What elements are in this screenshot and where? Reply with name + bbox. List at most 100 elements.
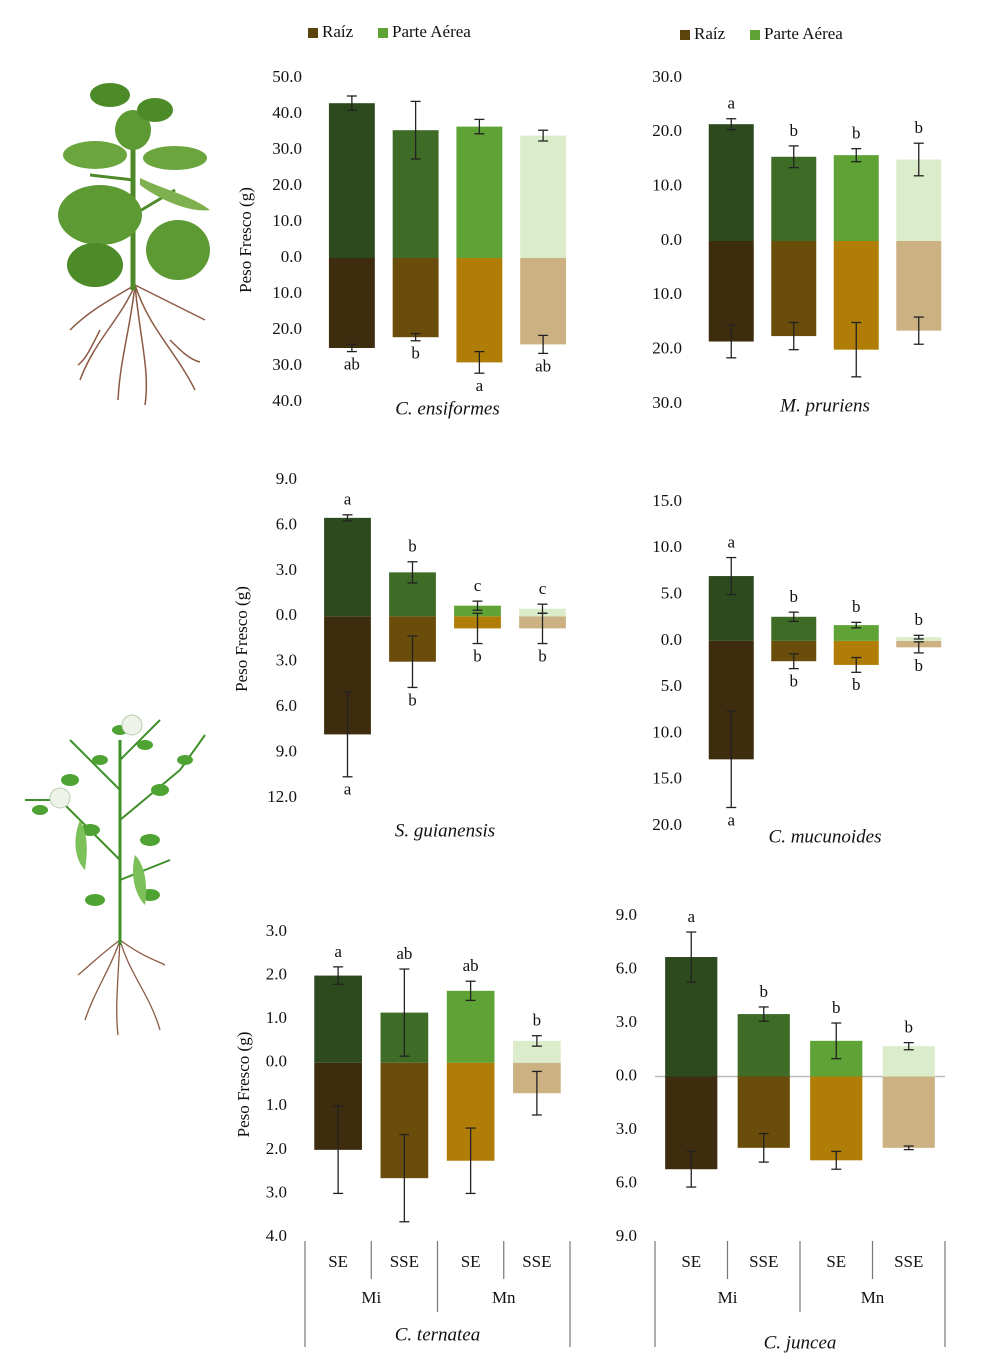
y-tick-label: 9.0 <box>276 741 297 760</box>
significance-letter: ab <box>463 956 479 975</box>
bar <box>520 135 567 258</box>
y-tick-label: 3.0 <box>616 1119 637 1138</box>
x-tick-label: SE <box>461 1252 481 1271</box>
error-bar <box>726 710 737 809</box>
y-tick-label: 30.0 <box>652 67 682 86</box>
y-tick-label: 4.0 <box>266 1226 287 1245</box>
error-bar <box>851 147 862 163</box>
significance-letter: b <box>760 982 769 1001</box>
bar <box>771 640 817 662</box>
y-tick-label: 9.0 <box>616 905 637 924</box>
error-bar <box>788 145 799 169</box>
error-bar <box>538 129 549 142</box>
error-bar <box>333 966 344 985</box>
y-tick-label: 10.0 <box>272 211 302 230</box>
bar <box>882 1046 935 1077</box>
legend-swatch <box>680 30 690 40</box>
error-bar <box>686 1150 697 1188</box>
group-label: Mi <box>718 1288 738 1307</box>
panel-title: M. pruriens <box>779 395 870 416</box>
error-bar <box>913 142 924 177</box>
significance-letter: b <box>790 587 799 606</box>
y-axis-label: Peso Fresco (g) <box>234 1032 253 1138</box>
significance-letter: b <box>915 656 924 675</box>
error-bar <box>851 656 862 673</box>
x-tick-label: SSE <box>390 1252 419 1271</box>
x-tick-label: SE <box>328 1252 348 1271</box>
y-tick-label: 6.0 <box>616 958 637 977</box>
error-bar <box>399 1133 410 1223</box>
bar <box>456 126 503 258</box>
error-bar <box>913 634 924 640</box>
plant-illustration-top <box>58 83 210 406</box>
bar <box>314 975 362 1063</box>
error-bar <box>758 1132 769 1163</box>
bar <box>771 241 817 337</box>
significance-letter: b <box>473 646 482 665</box>
error-bar <box>758 1006 769 1022</box>
error-bar <box>788 611 799 623</box>
significance-letter: a <box>476 376 484 395</box>
bar <box>456 258 503 363</box>
error-bar <box>465 1127 476 1195</box>
panel-title: C. juncea <box>764 1332 837 1353</box>
significance-letter: a <box>334 942 342 961</box>
panel-title: S. guianensis <box>395 820 495 841</box>
error-bar <box>851 321 862 378</box>
legend-label: Parte Aérea <box>392 22 471 41</box>
y-tick-label: 6.0 <box>276 514 297 533</box>
bar <box>392 258 439 338</box>
significance-letter: a <box>687 907 695 926</box>
x-tick-label: SE <box>681 1252 701 1271</box>
significance-letter: a <box>727 810 735 829</box>
significance-letter: b <box>408 690 417 709</box>
y-tick-label: 2.0 <box>266 964 287 983</box>
significance-letter: c <box>474 576 482 595</box>
bar <box>708 124 754 241</box>
y-tick-label: 15.0 <box>652 491 682 510</box>
error-bar <box>474 350 485 374</box>
error-bar <box>831 1022 842 1060</box>
legend-label: Raíz <box>694 24 726 43</box>
error-bar <box>686 931 697 983</box>
y-tick-label: 3.0 <box>266 1182 287 1201</box>
bar <box>771 156 817 241</box>
significance-letter: b <box>790 672 799 691</box>
error-bar <box>531 1035 542 1047</box>
significance-letter: b <box>538 646 547 665</box>
error-bar <box>831 1150 842 1170</box>
bar <box>833 155 879 241</box>
significance-letter: c <box>539 579 547 598</box>
error-bar <box>472 600 483 611</box>
significance-letter: a <box>727 94 735 113</box>
error-bar <box>399 968 410 1057</box>
bar <box>454 605 501 617</box>
y-tick-label: 40.0 <box>272 103 302 122</box>
significance-letter: b <box>790 121 799 140</box>
x-tick-label: SSE <box>522 1252 551 1271</box>
group-label: Mi <box>361 1288 381 1307</box>
y-tick-label: 9.0 <box>276 469 297 488</box>
y-tick-label: 0.0 <box>281 247 302 266</box>
bar <box>882 1076 935 1148</box>
y-tick-label: 50.0 <box>272 67 302 86</box>
error-bar <box>346 343 357 353</box>
error-bar <box>726 556 737 596</box>
error-bar <box>472 612 483 645</box>
y-tick-label: 40.0 <box>272 391 302 410</box>
significance-letter: b <box>905 1018 914 1037</box>
panel-title: C. ternatea <box>395 1324 481 1345</box>
y-tick-label: 10.0 <box>652 284 682 303</box>
error-bar <box>531 1070 542 1116</box>
y-tick-label: 0.0 <box>616 1065 637 1084</box>
x-tick-label: SSE <box>894 1252 923 1271</box>
significance-letter: b <box>411 344 420 363</box>
y-axis-label: Peso Fresco (g) <box>236 187 255 293</box>
y-tick-label: 0.0 <box>266 1052 287 1071</box>
error-bar <box>407 635 418 689</box>
y-tick-label: 6.0 <box>616 1172 637 1191</box>
significance-letter: a <box>727 532 735 551</box>
y-tick-label: 6.0 <box>276 696 297 715</box>
error-bar <box>465 980 476 1002</box>
error-bar <box>913 641 924 654</box>
